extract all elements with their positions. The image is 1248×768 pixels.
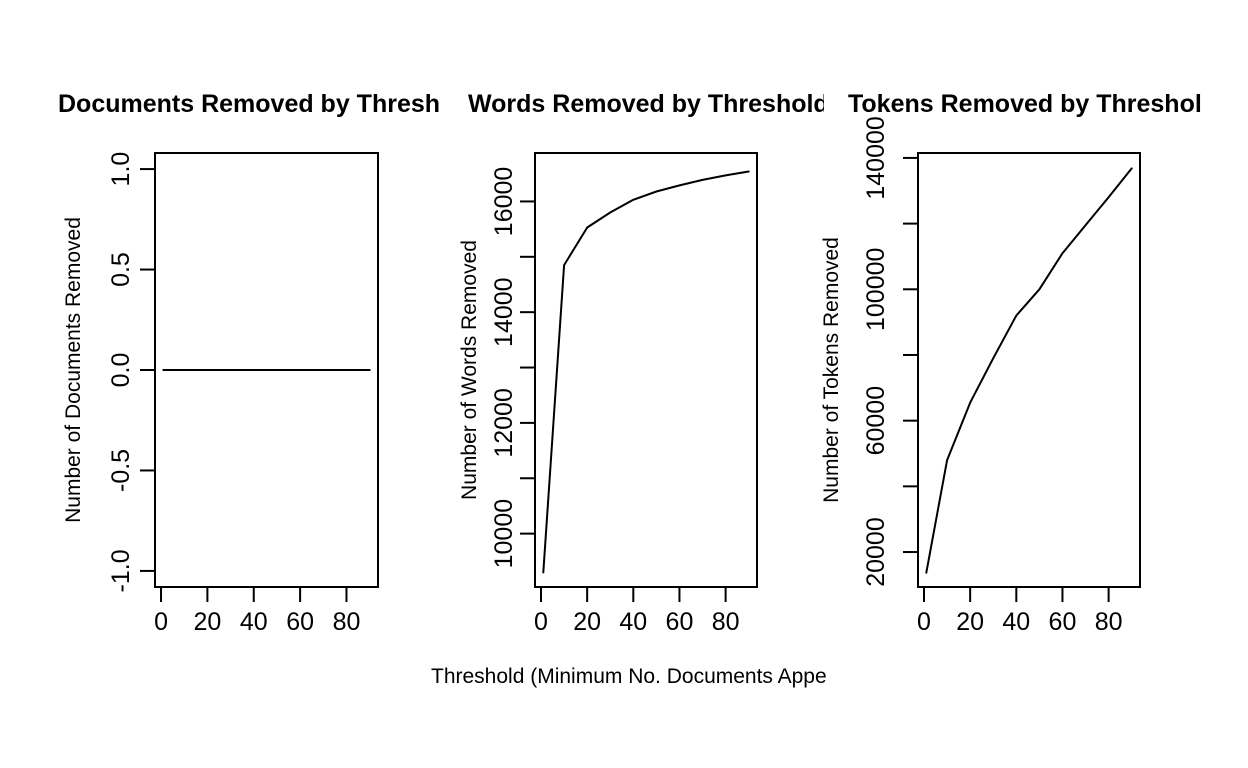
y-tick-label: -0.5	[107, 449, 135, 492]
x-tick-label: 40	[240, 608, 268, 636]
y-tick-label: 100000	[862, 248, 890, 331]
x-tick-label: 20	[193, 608, 221, 636]
x-tick-label: 80	[333, 608, 361, 636]
y-tick-label: 60000	[862, 386, 890, 456]
y-tick-label: 10000	[490, 499, 518, 569]
x-tick-label: 80	[1095, 608, 1123, 636]
y-tick-label: 12000	[490, 388, 518, 458]
x-tick-label: 20	[573, 608, 601, 636]
x-tick-label: 60	[286, 608, 314, 636]
y-tick-label: -1.0	[107, 549, 135, 592]
plot3-title: Tokens Removed by Threshol	[848, 90, 1202, 118]
plot2-curve	[542, 170, 750, 574]
x-tick-label: 60	[666, 608, 694, 636]
plot2-title-text: Words Removed by Threshold	[468, 91, 824, 117]
y-tick-label: 1.0	[107, 152, 135, 187]
x-tick-label: 0	[534, 608, 548, 636]
x-tick-label: 0	[154, 608, 168, 636]
x-tick-label: 40	[1002, 608, 1030, 636]
x-tick-label: 60	[1049, 608, 1077, 636]
x-tick-label: 0	[917, 608, 931, 636]
plot1-title: Documents Removed by Thresh	[58, 90, 441, 118]
plot3-curve	[925, 167, 1133, 574]
y-tick-label: 14000	[490, 277, 518, 347]
y-tick-label: 140000	[862, 116, 890, 199]
y-tick-label: 20000	[862, 517, 890, 587]
x-tick-label: 80	[712, 608, 740, 636]
x-tick-label: 40	[619, 608, 647, 636]
plot3-box	[917, 152, 1141, 588]
y-tick-label: 0.5	[107, 252, 135, 287]
x-tick-label: 20	[956, 608, 984, 636]
y-tick-label: 0.0	[107, 353, 135, 388]
x-axis-label: Threshold (Minimum No. Documents Appe	[431, 665, 827, 688]
plot2-box	[534, 152, 758, 588]
y-tick-label: 16000	[490, 167, 518, 237]
plot2-title: Words Removed by Threshold	[468, 91, 824, 117]
